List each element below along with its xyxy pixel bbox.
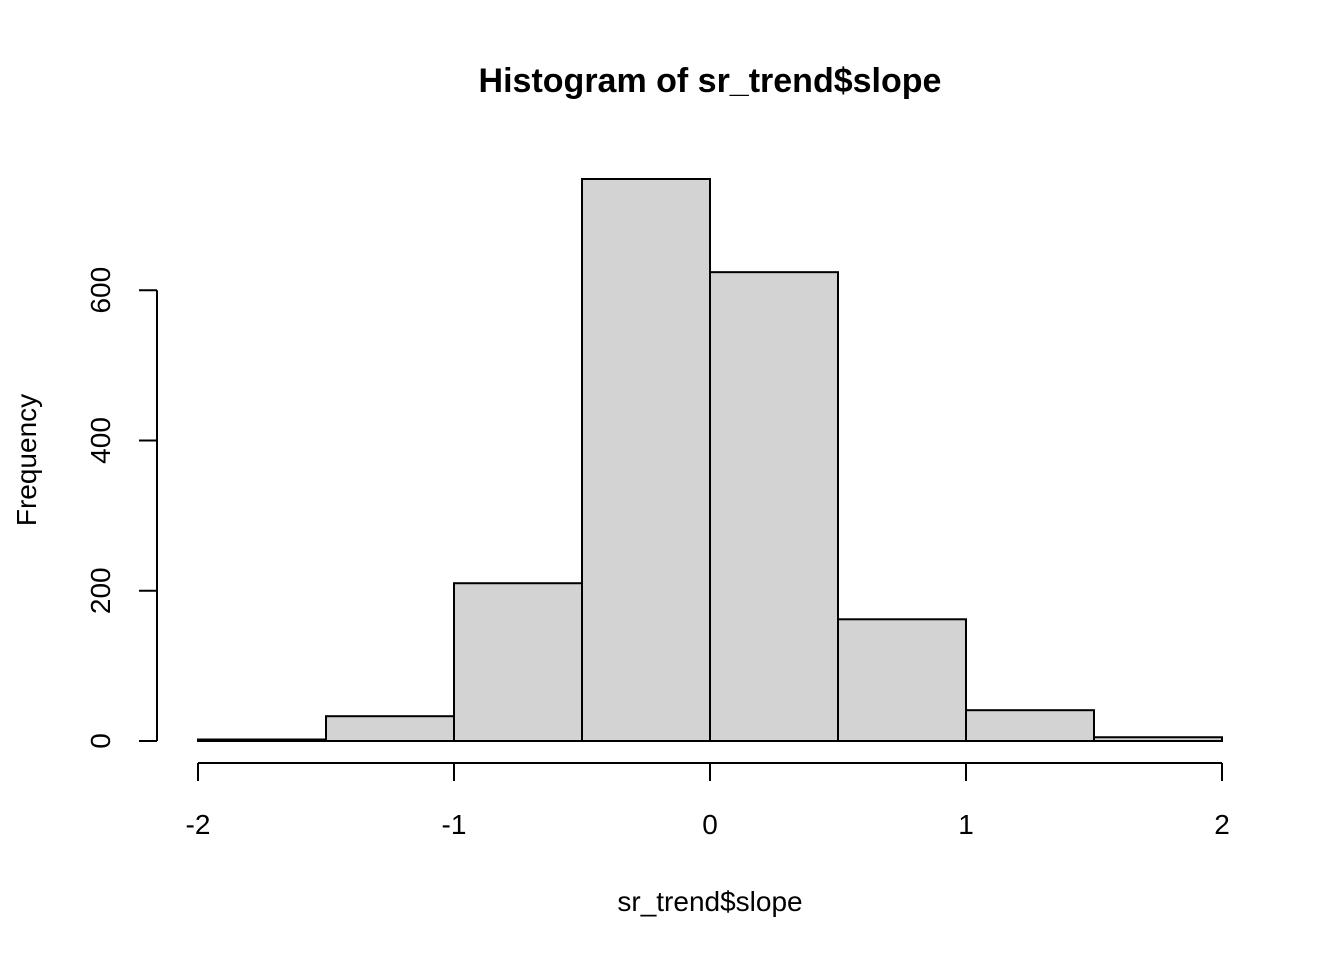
y-tick-label: 400 bbox=[85, 417, 116, 464]
x-axis-label: sr_trend$slope bbox=[617, 886, 802, 917]
chart-title: Histogram of sr_trend$slope bbox=[479, 62, 942, 100]
histogram-bar bbox=[709, 271, 839, 742]
histogram-bar bbox=[965, 709, 1095, 743]
histogram-bar bbox=[197, 738, 327, 742]
histogram-bar bbox=[453, 582, 583, 742]
histogram-bar bbox=[581, 178, 711, 742]
histogram-bar bbox=[325, 715, 455, 742]
x-tick-label: 1 bbox=[958, 809, 974, 840]
x-tick-label: 2 bbox=[1214, 809, 1230, 840]
x-tick-label: 0 bbox=[702, 809, 718, 840]
x-axis: -2 -1 0 1 2 bbox=[186, 762, 1230, 840]
y-tick-label: 200 bbox=[85, 567, 116, 614]
y-axis-label: Frequency bbox=[11, 394, 42, 526]
y-axis: 0 200 400 600 bbox=[85, 267, 158, 749]
y-tick-label: 0 bbox=[85, 733, 116, 749]
x-tick-label: -2 bbox=[186, 809, 211, 840]
histogram-bar bbox=[837, 618, 967, 743]
bars-group bbox=[197, 178, 1223, 743]
x-tick-label: -1 bbox=[442, 809, 467, 840]
y-tick-label: 600 bbox=[85, 267, 116, 314]
histogram-bar bbox=[1093, 736, 1223, 742]
